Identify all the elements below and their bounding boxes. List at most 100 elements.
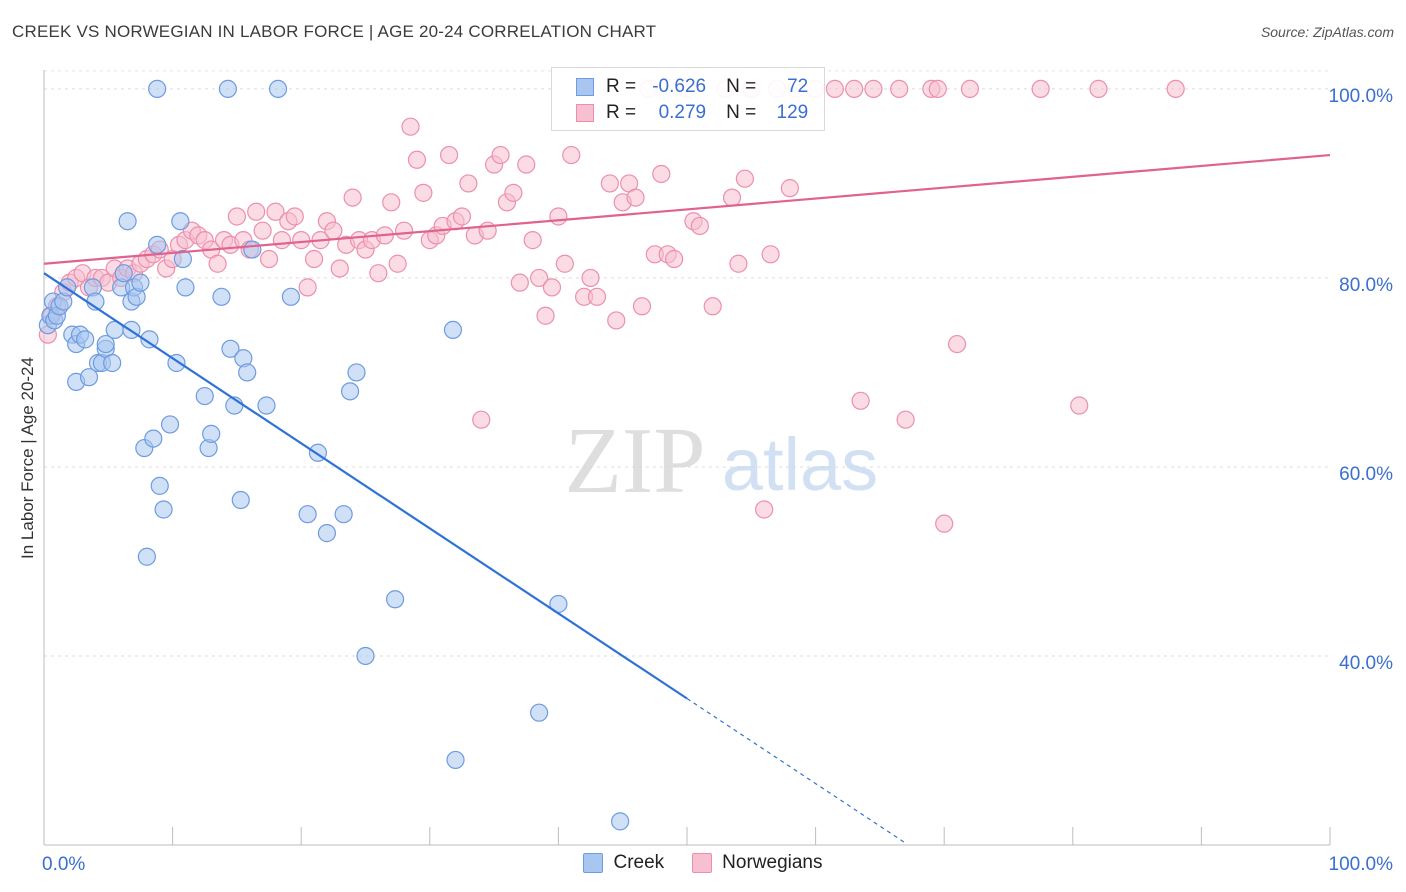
- norwegians-point: [388, 254, 407, 273]
- creek-point: [611, 812, 630, 831]
- norwegians-point: [414, 183, 433, 202]
- norwegians-point: [452, 207, 472, 226]
- norwegians-point: [555, 254, 574, 273]
- creek-point: [243, 240, 262, 259]
- legend-n-label: N =: [726, 102, 757, 123]
- tick-labels: 100.0% 80.0% 60.0% 40.0% 0.0% 100.0%: [42, 86, 1393, 875]
- norwegians-point: [722, 188, 742, 207]
- axes: [43, 70, 1331, 846]
- norwegians-point: [1031, 79, 1050, 99]
- gridlines: [44, 70, 1330, 657]
- norwegians-point: [536, 306, 555, 325]
- norwegians-point: [825, 79, 844, 99]
- creek-point: [446, 750, 465, 770]
- creek-point: [238, 363, 257, 382]
- norwegians-point: [935, 514, 954, 533]
- norwegians-point: [530, 268, 549, 288]
- trend-lines: [43, 153, 1331, 844]
- creek-point: [281, 287, 301, 306]
- creek-point: [171, 212, 190, 231]
- creek-point: [137, 547, 156, 566]
- creek-point: [140, 330, 159, 349]
- legend-r-value-norwegians: 0.279: [658, 102, 707, 123]
- creek-point: [79, 368, 99, 387]
- x-tick-label: 100.0%: [1329, 854, 1394, 875]
- norwegians-point: [755, 500, 774, 519]
- creek-point: [347, 363, 366, 382]
- creek-point: [150, 476, 169, 495]
- creek-point: [317, 524, 337, 543]
- norwegians-point: [947, 334, 967, 354]
- legend-item-creek[interactable]: Creek: [583, 852, 664, 874]
- legend-label-creek: Creek: [613, 852, 665, 873]
- watermark-zip: ZIP: [565, 409, 706, 513]
- creek-point: [385, 590, 405, 609]
- norwegians-point: [266, 202, 285, 221]
- creek-point: [257, 396, 276, 415]
- creek-point: [202, 424, 221, 443]
- norwegians-point: [581, 268, 600, 288]
- norwegians-point: [394, 221, 414, 240]
- watermark-atlas: atlas: [722, 423, 878, 506]
- norwegians-point: [735, 169, 754, 188]
- source-credit: Source: ZipAtlas.com: [1260, 24, 1394, 40]
- norwegians-point: [626, 188, 645, 207]
- legend-item-norwegians[interactable]: Norwegians: [692, 852, 823, 874]
- trend-line-extension: [686, 698, 906, 844]
- norwegians-point: [382, 193, 401, 212]
- legend-r-label: R =: [606, 76, 637, 97]
- norwegians-point: [491, 145, 510, 165]
- norwegians-point: [523, 231, 542, 250]
- norwegians-point: [890, 79, 909, 99]
- norwegians-point: [1070, 396, 1089, 415]
- creek-point: [96, 334, 115, 354]
- norwegians-point: [1166, 79, 1185, 99]
- norwegians-point: [549, 207, 568, 226]
- creek-point: [148, 235, 167, 254]
- creek-point: [334, 505, 353, 524]
- legend-swatch-norwegians: [576, 104, 594, 122]
- norwegians-point: [324, 221, 343, 240]
- creek-point: [231, 490, 250, 510]
- legend-row-creek: R = -0.626 N = 72: [576, 75, 808, 99]
- creek-point: [154, 500, 173, 519]
- norwegians-point: [407, 150, 427, 169]
- creek-point: [103, 353, 122, 373]
- norwegians-point: [845, 79, 864, 99]
- legend-n-label: N =: [726, 76, 757, 97]
- trend-line-norwegians: [43, 153, 1331, 265]
- norwegians-point: [472, 410, 491, 429]
- creek-point: [212, 287, 231, 306]
- norwegians-point: [343, 188, 362, 207]
- norwegians-point: [562, 145, 581, 165]
- y-tick-label: 80.0%: [1339, 275, 1393, 296]
- norwegians-point: [652, 164, 671, 184]
- norwegians-point: [607, 311, 626, 330]
- norwegians-point: [780, 179, 799, 198]
- norwegians-point: [517, 155, 536, 174]
- norwegians-point: [459, 174, 478, 193]
- legend-n-value-norwegians: 129: [776, 102, 809, 123]
- norwegians-point: [304, 249, 324, 269]
- norwegians-point: [504, 183, 523, 202]
- norwegians-point: [587, 287, 607, 306]
- trend-line-creek: [43, 272, 688, 700]
- norwegians-point: [253, 221, 272, 240]
- creek-point: [144, 429, 163, 448]
- norwegians-point: [761, 245, 780, 264]
- creek-point: [530, 703, 549, 722]
- norwegians-point: [272, 231, 292, 250]
- creek-point: [298, 505, 317, 524]
- norwegians-point: [227, 207, 246, 226]
- norwegians-point: [600, 174, 619, 193]
- creek-point: [114, 264, 133, 283]
- series-legend: Creek Norwegians: [0, 852, 1406, 874]
- creek-point: [176, 278, 195, 297]
- creek-point: [340, 382, 360, 401]
- creek-point: [173, 249, 192, 269]
- legend-r-label: R =: [606, 102, 637, 123]
- norwegians-point: [864, 79, 883, 99]
- creek-point: [221, 339, 240, 358]
- legend-swatch-creek: [583, 853, 604, 873]
